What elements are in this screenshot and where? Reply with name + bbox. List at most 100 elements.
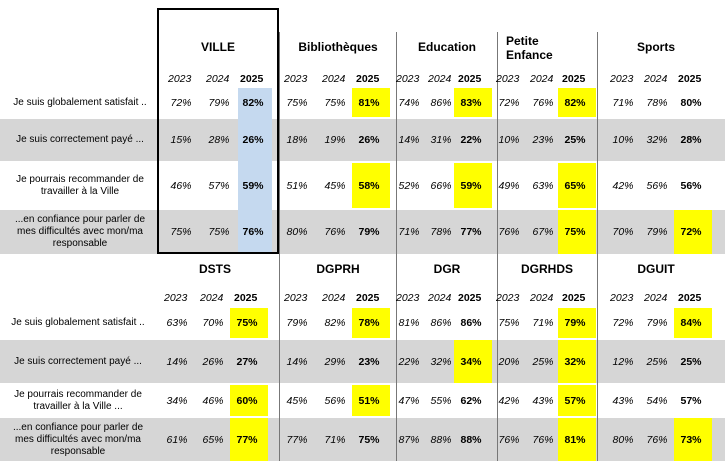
top-cell: 59% xyxy=(460,179,482,192)
bottom-cell: 73% xyxy=(680,433,702,446)
bottom-cell: 62% xyxy=(460,394,482,407)
top-cell: 56% xyxy=(680,179,702,192)
bottom-cell: 78% xyxy=(358,317,380,329)
bottom-cell: 56% xyxy=(324,394,346,407)
bottom-row-label: Je suis correctement payé ... xyxy=(14,355,142,367)
bottom-cell: 25% xyxy=(532,355,554,368)
top-group-title: Education xyxy=(417,40,476,54)
top-year-2024: 2024 xyxy=(428,73,452,85)
bottom-highlight xyxy=(454,340,492,383)
bottom-cell: 79% xyxy=(564,317,586,329)
top-cell: 28% xyxy=(208,134,230,146)
top-cell: 76% xyxy=(532,96,554,109)
top-cell: 79% xyxy=(646,226,668,238)
bottom-cell: 72% xyxy=(612,317,634,329)
top-cell: 49% xyxy=(498,179,520,192)
bottom-highlight xyxy=(558,340,596,383)
bottom-cell: 55% xyxy=(430,394,452,407)
top-cell: 75% xyxy=(564,226,586,238)
top-cell: 75% xyxy=(208,226,230,238)
top-cell: 26% xyxy=(242,134,264,146)
bottom-highlight xyxy=(352,385,390,416)
bottom-group-title: DSTS xyxy=(198,262,231,276)
bottom-cell: 60% xyxy=(236,394,258,407)
top-cell: 76% xyxy=(324,226,346,238)
bottom-row-label: ...en confiance pour parler de mes diffi… xyxy=(12,421,144,457)
bottom-year-2024: 2024 xyxy=(428,292,452,304)
bottom-highlight xyxy=(674,308,712,338)
top-cell: 66% xyxy=(430,179,452,192)
bottom-divider xyxy=(279,254,280,461)
bottom-year-2023: 2023 xyxy=(284,292,308,304)
top-cell: 26% xyxy=(358,134,380,146)
top-cell: 71% xyxy=(612,96,634,109)
top-cell: 75% xyxy=(286,96,308,109)
top-cell: 10% xyxy=(498,134,520,146)
top-highlight xyxy=(558,88,596,117)
top-cell: 72% xyxy=(680,226,702,238)
bottom-highlight xyxy=(674,418,712,461)
bottom-cell: 88% xyxy=(460,433,482,446)
bottom-year-2024: 2024 xyxy=(322,292,346,304)
top-year-2025: 2025 xyxy=(356,73,380,85)
top-cell: 82% xyxy=(242,96,264,109)
bottom-year-2025: 2025 xyxy=(458,292,482,304)
bottom-cell: 14% xyxy=(286,355,308,368)
bottom-cell: 63% xyxy=(166,317,188,329)
bottom-cell: 54% xyxy=(646,394,668,407)
bottom-cell: 34% xyxy=(460,355,482,368)
top-year-2025: 2025 xyxy=(458,73,482,85)
top-cell: 81% xyxy=(358,96,380,109)
top-cell: 46% xyxy=(170,179,192,192)
top-cell: 71% xyxy=(398,226,420,238)
top-cell: 76% xyxy=(242,226,264,238)
top-cell: 83% xyxy=(460,96,482,109)
top-cell: 58% xyxy=(358,179,380,192)
top-cell: 19% xyxy=(324,134,346,146)
bottom-band-1 xyxy=(0,340,725,383)
bottom-cell: 29% xyxy=(324,355,346,368)
top-divider xyxy=(396,32,397,254)
top-cell: 79% xyxy=(208,96,230,109)
bottom-cell: 84% xyxy=(680,317,702,329)
top-year-2024: 2024 xyxy=(206,73,230,85)
bottom-cell: 77% xyxy=(236,433,258,446)
top-band-3 xyxy=(0,210,725,254)
top-divider xyxy=(279,32,280,254)
bottom-cell: 75% xyxy=(358,433,380,446)
bottom-cell: 75% xyxy=(236,317,258,329)
top-cell: 51% xyxy=(286,179,308,192)
bottom-cell: 79% xyxy=(286,317,308,329)
bottom-group-title: DGRHDS xyxy=(520,262,573,276)
bottom-cell: 75% xyxy=(498,317,520,329)
top-cell: 75% xyxy=(324,96,346,109)
top-cell: 76% xyxy=(498,226,520,238)
bottom-cell: 32% xyxy=(430,355,452,368)
bottom-divider xyxy=(497,254,498,461)
top-cell: 52% xyxy=(398,179,420,192)
bottom-cell: 80% xyxy=(612,433,634,446)
bottom-cell: 43% xyxy=(612,394,634,407)
top-highlight xyxy=(352,163,390,208)
bottom-row-label: Je pourrais recommander de travailler à … xyxy=(14,388,142,412)
top-cell: 32% xyxy=(646,134,668,146)
bottom-cell: 51% xyxy=(358,394,380,407)
top-highlight xyxy=(454,88,492,117)
top-year-2025: 2025 xyxy=(678,73,702,85)
top-row-label: Je suis globalement satisfait .. xyxy=(13,96,147,108)
top-cell: 31% xyxy=(430,134,452,146)
top-year-2025: 2025 xyxy=(240,73,264,85)
top-cell: 67% xyxy=(532,226,554,238)
top-cell: 86% xyxy=(430,96,452,109)
top-highlight xyxy=(558,163,596,208)
bottom-cell: 76% xyxy=(532,433,554,446)
top-cell: 78% xyxy=(430,226,452,238)
top-cell: 79% xyxy=(358,226,380,238)
bottom-year-2023: 2023 xyxy=(496,292,520,304)
bottom-cell: 81% xyxy=(398,317,420,329)
top-cell: 10% xyxy=(612,134,634,146)
bottom-cell: 76% xyxy=(498,433,520,446)
top-row-label: Je suis correctement payé ... xyxy=(16,134,144,145)
bottom-cell: 23% xyxy=(358,355,380,368)
top-cell: 42% xyxy=(612,179,634,192)
